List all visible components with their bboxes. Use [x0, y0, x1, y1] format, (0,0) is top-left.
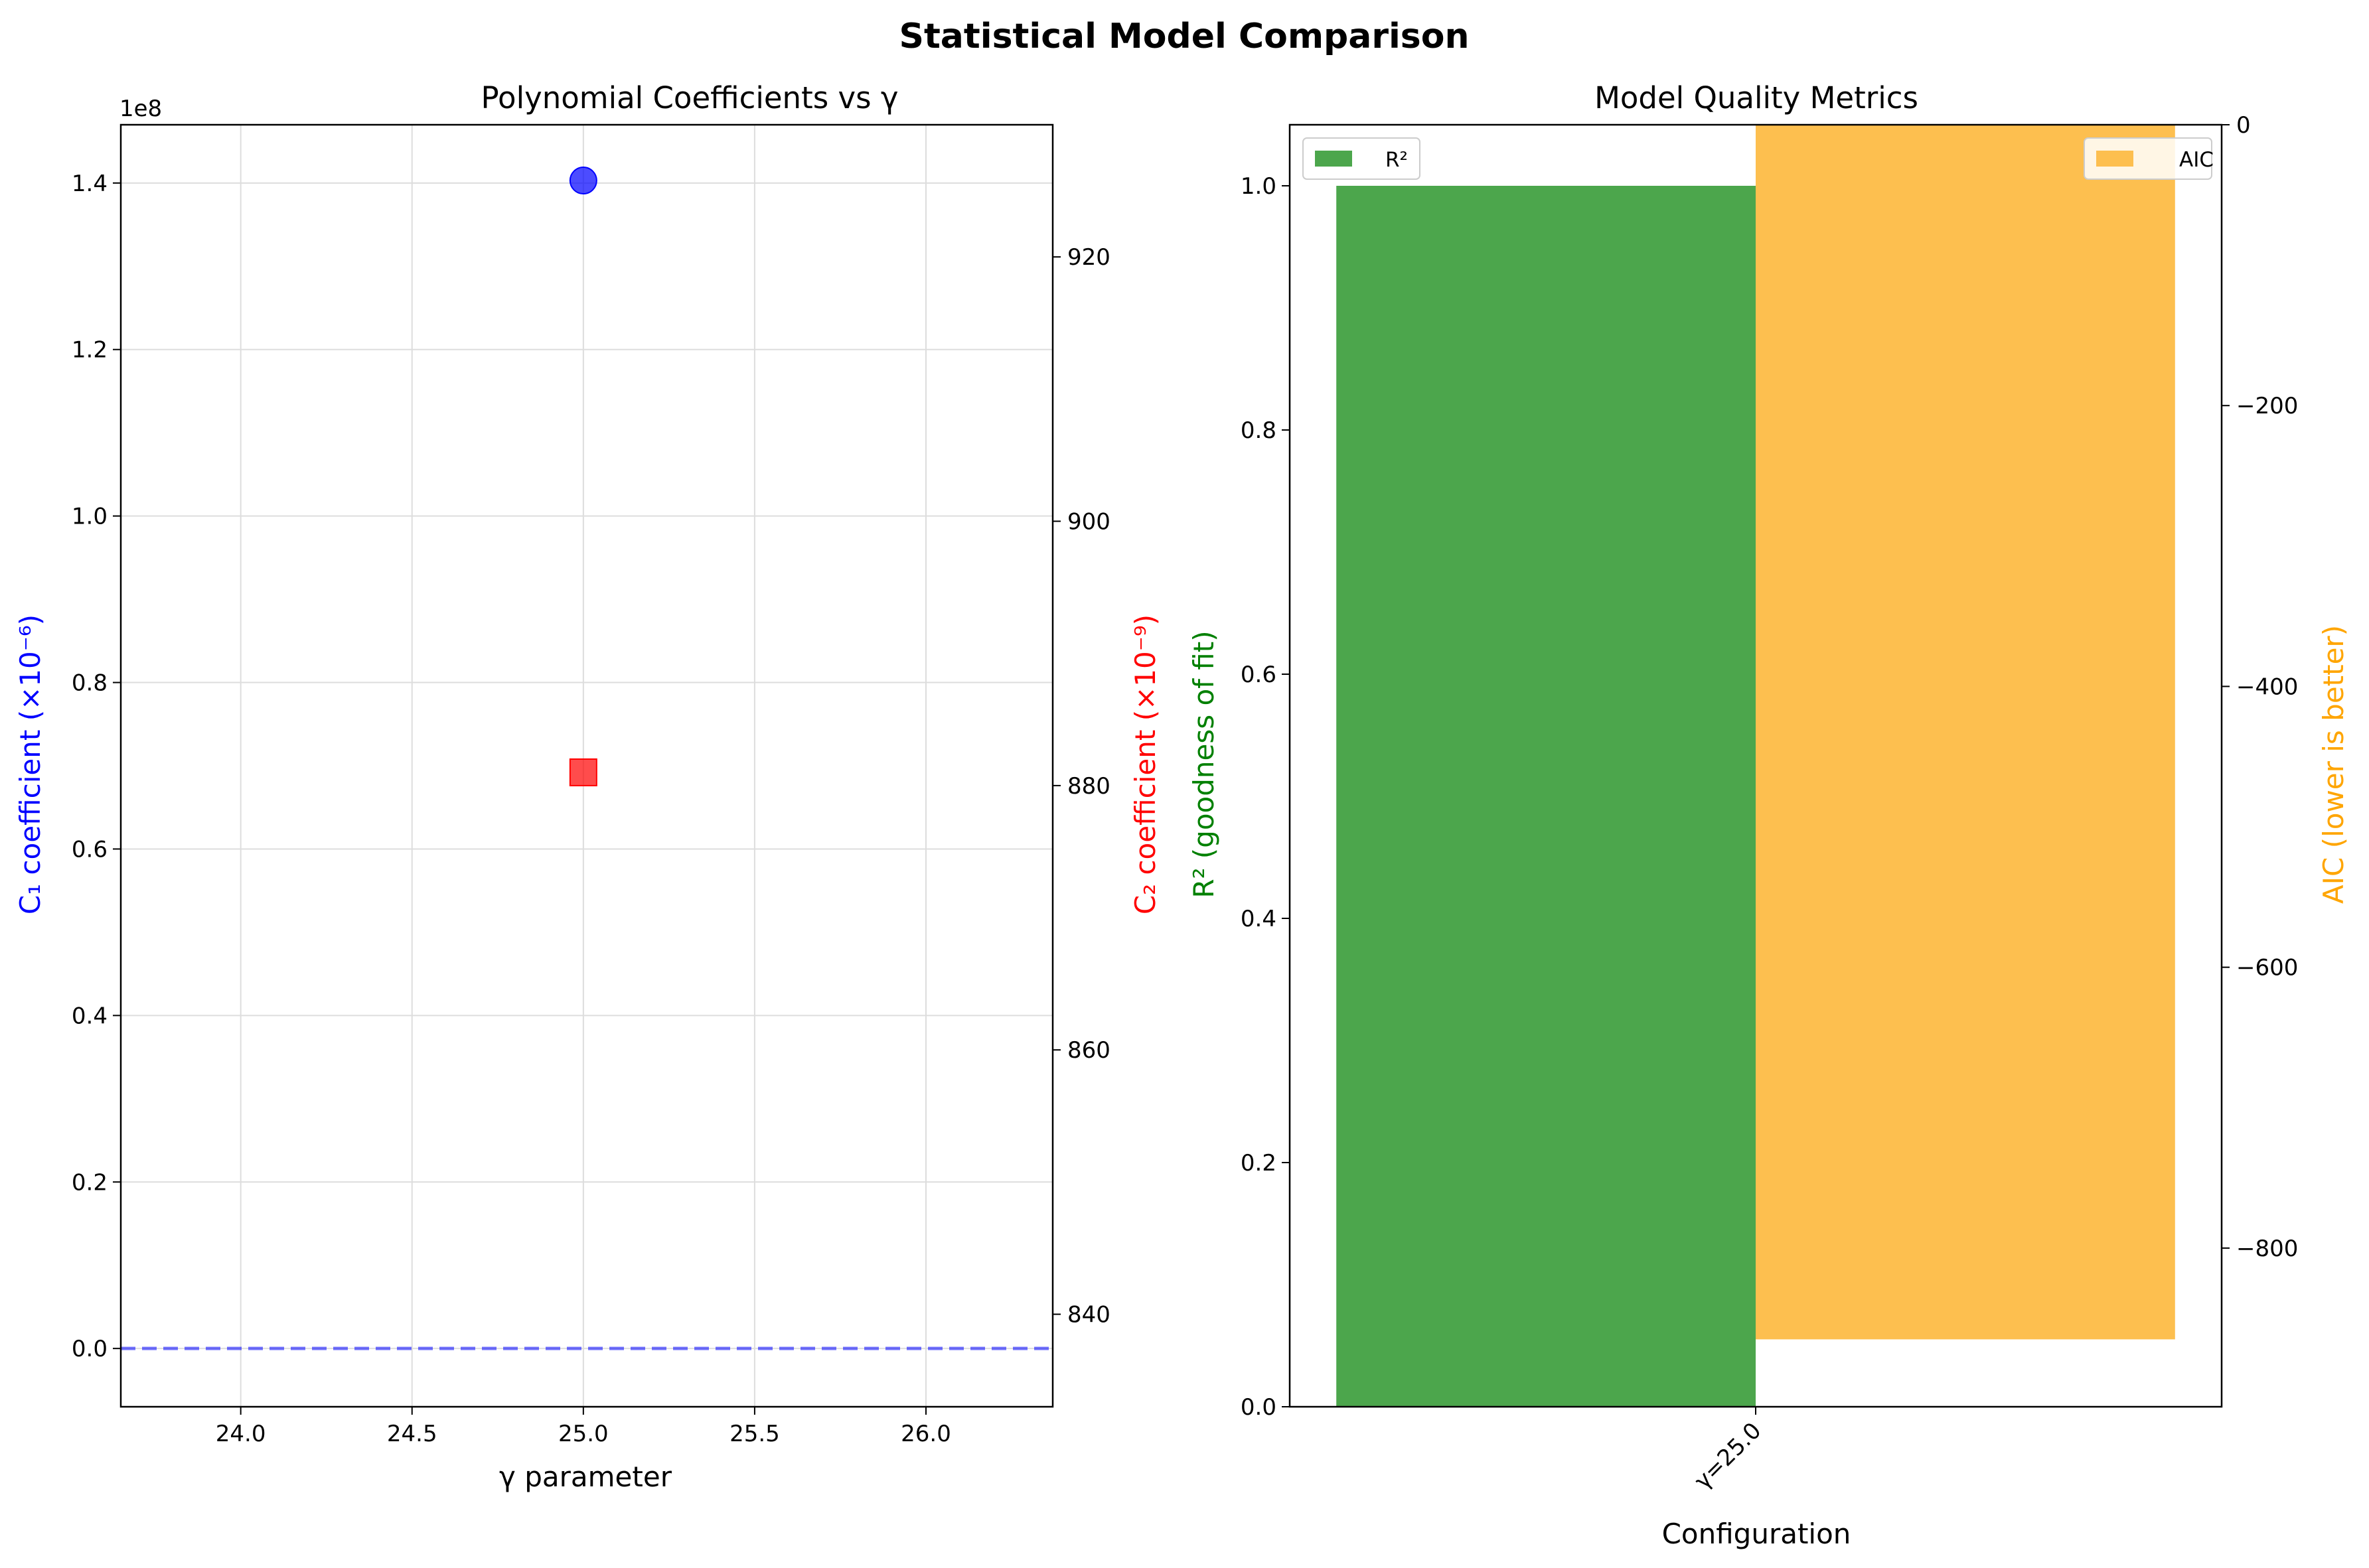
- right-y-tick-label-r2: 0.8: [1241, 417, 1276, 444]
- left-y-axis-label-c1: C₁ coefficient (×10⁻⁶): [14, 614, 46, 914]
- right-y-tick-label-r2: 0.6: [1241, 662, 1276, 688]
- right-y-tick-label-r2: 0.4: [1241, 906, 1276, 932]
- left-data-marks: [569, 167, 597, 786]
- right-y-tick-label-aic: 0: [2236, 112, 2251, 139]
- right-y-tick-label-aic: −600: [2236, 955, 2298, 981]
- right-y-tick-label-r2: 0.2: [1241, 1150, 1276, 1176]
- left-x-tick-label: 25.0: [558, 1421, 609, 1447]
- left-y-tick-label-c1: 0.0: [72, 1336, 108, 1362]
- left-y-tick-label-c2: 880: [1067, 773, 1110, 800]
- legend-aic: AIC: [2084, 137, 2214, 180]
- right-bars: [1336, 125, 2175, 1407]
- legend-aic-label: AIC: [2179, 148, 2214, 172]
- left-y-tick-label-c1: 0.4: [72, 1003, 108, 1029]
- right-y-tick-label-aic: −800: [2236, 1236, 2298, 1262]
- right-panel-title: Model Quality Metrics: [1594, 80, 1918, 115]
- c2-data-point: [569, 758, 597, 786]
- legend-r2: R²: [1302, 137, 1420, 180]
- left-x-tick-label: 25.5: [729, 1421, 780, 1447]
- aic-bar: [1756, 125, 2175, 1340]
- right-x-axis-label: Configuration: [1662, 1518, 1851, 1550]
- legend-aic-swatch: [2096, 151, 2133, 167]
- left-y-tick-label-c2: 840: [1067, 1302, 1110, 1328]
- right-y-ticks-aic: 0 −200 −400 −600 −800: [2222, 112, 2298, 1262]
- left-y-tick-label-c1: 0.8: [72, 670, 108, 697]
- left-y-ticks-c1: 0.0 0.2 0.4 0.6 0.8 1.0 1.2 1.4: [72, 171, 121, 1362]
- legend-r2-label: R²: [1385, 148, 1408, 172]
- left-y-tick-label-c1: 1.2: [72, 337, 108, 364]
- left-y-axis-label-c2: C₂ coefficient (×10⁻⁹): [1129, 614, 1162, 914]
- left-x-tick-label: 24.0: [216, 1421, 266, 1447]
- right-y-tick-label-aic: −200: [2236, 393, 2298, 419]
- c1-data-point: [569, 167, 597, 195]
- left-offset-label: 1e8: [119, 96, 162, 122]
- legend-aic-frame: [2084, 137, 2212, 180]
- right-y-axis-label-aic: AIC (lower is better): [2317, 625, 2350, 904]
- left-y-tick-label-c2: 900: [1067, 509, 1110, 535]
- left-x-axis-label: γ parameter: [499, 1461, 672, 1493]
- left-panel-title: Polynomial Coefficients vs γ: [481, 80, 899, 115]
- left-x-tick-label: 26.0: [901, 1421, 951, 1447]
- left-x-ticks: 24.0 24.5 25.0 25.5 26.0: [216, 1407, 951, 1447]
- right-y-tick-label-r2: 1.0: [1241, 173, 1276, 200]
- left-y-tick-label-c2: 920: [1067, 244, 1110, 271]
- left-plot-frame: [119, 123, 1054, 1408]
- figure-title: Statistical Model Comparison: [899, 17, 1470, 56]
- right-y-tick-label-aic: −400: [2236, 674, 2298, 700]
- right-y-ticks-r2: 0.0 0.2 0.4 0.6 0.8 1.0: [1241, 173, 1290, 1421]
- r2-bar: [1336, 186, 1756, 1407]
- right-y-tick-label-r2: 0.0: [1241, 1394, 1276, 1421]
- left-y-tick-label-c1: 0.2: [72, 1169, 108, 1196]
- legend-r2-swatch: [1315, 151, 1352, 167]
- coefficients-panel: 24.0 24.5 25.0 25.5 26.0 0.0 0.2 0.4 0.6 0.8 1.0 1…: [14, 80, 1162, 1493]
- left-y-tick-label-c1: 1.4: [72, 171, 108, 197]
- right-y-axis-label-r2: R² (goodness of fit): [1187, 630, 1220, 898]
- legend-r2-frame: [1302, 137, 1420, 180]
- left-y-tick-label-c1: 0.6: [72, 836, 108, 863]
- left-x-tick-label: 24.5: [387, 1421, 437, 1447]
- left-y-tick-label-c1: 1.0: [72, 504, 108, 530]
- left-y-tick-label-c2: 860: [1067, 1037, 1110, 1064]
- left-y-ticks-c2: 840 860 880 900 920: [1053, 244, 1110, 1328]
